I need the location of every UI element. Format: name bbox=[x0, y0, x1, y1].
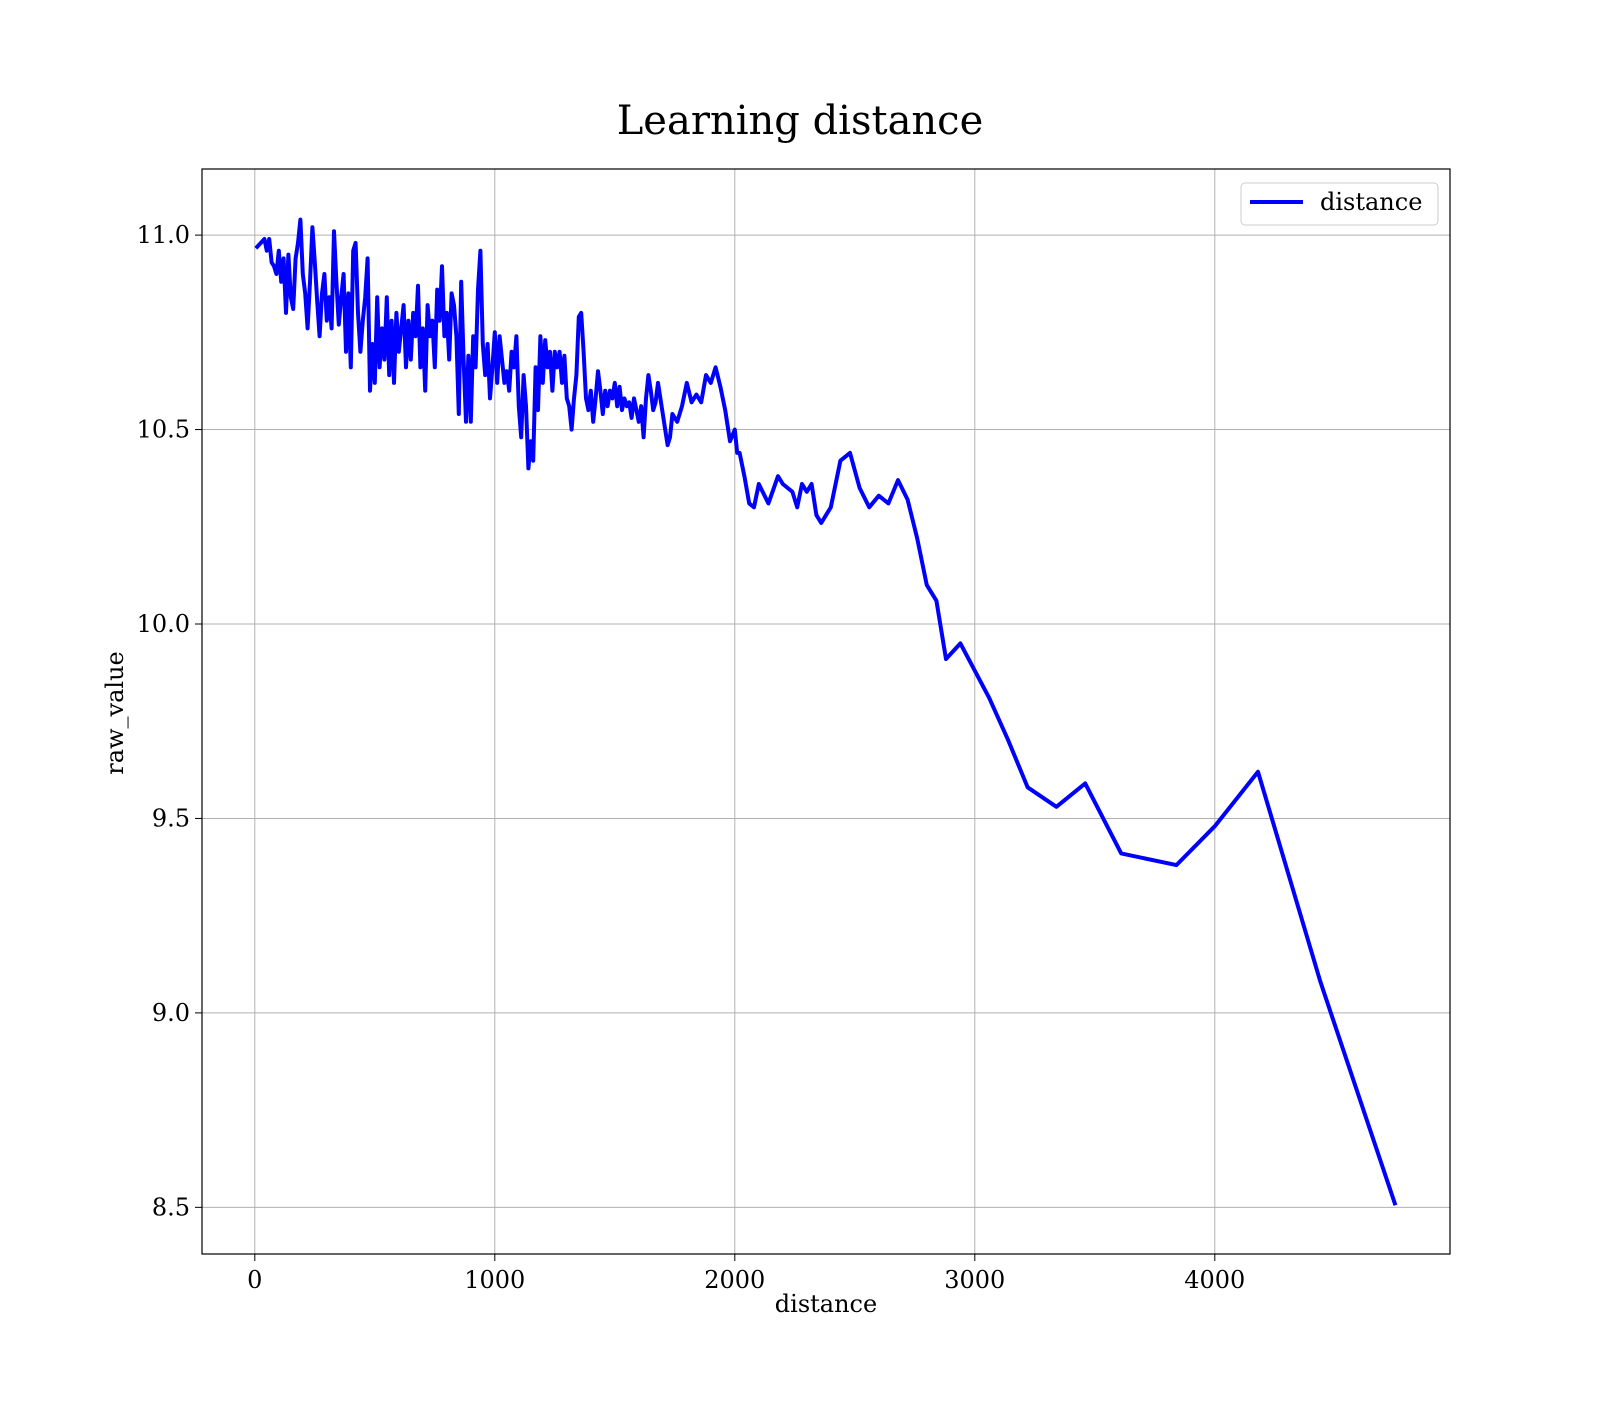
y-tick-label: 8.5 bbox=[152, 1193, 190, 1221]
series-line-distance bbox=[254, 217, 1398, 1206]
y-axis-label: raw_value bbox=[101, 651, 129, 775]
y-tick-label: 9.5 bbox=[152, 804, 190, 832]
y-tick-label: 10.0 bbox=[137, 610, 190, 638]
chart-title: Learning distance bbox=[616, 98, 984, 144]
y-tick-label: 11.0 bbox=[137, 221, 190, 249]
x-tick-label: 2000 bbox=[704, 1266, 765, 1294]
legend: distance bbox=[1240, 182, 1439, 226]
y-tick-label: 9.0 bbox=[152, 999, 190, 1027]
x-axis-label: distance bbox=[775, 1290, 877, 1318]
legend-box bbox=[1240, 182, 1439, 226]
x-tick-label: 1000 bbox=[464, 1266, 525, 1294]
legend-label-distance: distance bbox=[1320, 188, 1422, 216]
axis-ticks: 0 1000 2000 3000 4000 8.5 9.0 9.5 10.0 10.5 11.0 bbox=[137, 221, 1246, 1294]
series-layer bbox=[254, 217, 1398, 1206]
plot-frame bbox=[201, 168, 1451, 1255]
x-tick-label: 3000 bbox=[944, 1266, 1005, 1294]
x-tick-label: 4000 bbox=[1184, 1266, 1245, 1294]
y-tick-label: 10.5 bbox=[137, 416, 190, 444]
x-tick-label: 0 bbox=[247, 1266, 262, 1294]
